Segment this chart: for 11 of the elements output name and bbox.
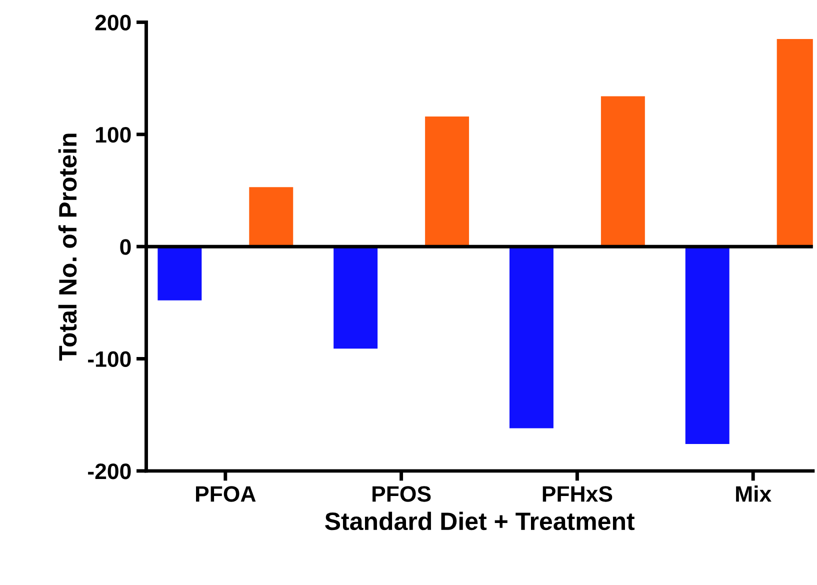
y-tick-label: 0 <box>120 239 131 255</box>
x-tick-label: PFOS <box>372 486 431 502</box>
y-axis-title: Total No. of Protein <box>58 134 77 361</box>
x-tick-label: PFHxS <box>542 486 612 502</box>
y-tick-label: 100 <box>96 126 131 143</box>
x-axis-title: Standard Diet + Treatment <box>325 512 635 530</box>
y-tick-label: 200 <box>95 14 131 30</box>
y-tick-label: -200 <box>88 463 131 480</box>
x-tick-label: PFOA <box>196 486 256 502</box>
y-tick-label: -100 <box>88 351 131 368</box>
x-tick-label: Mix <box>736 486 772 502</box>
